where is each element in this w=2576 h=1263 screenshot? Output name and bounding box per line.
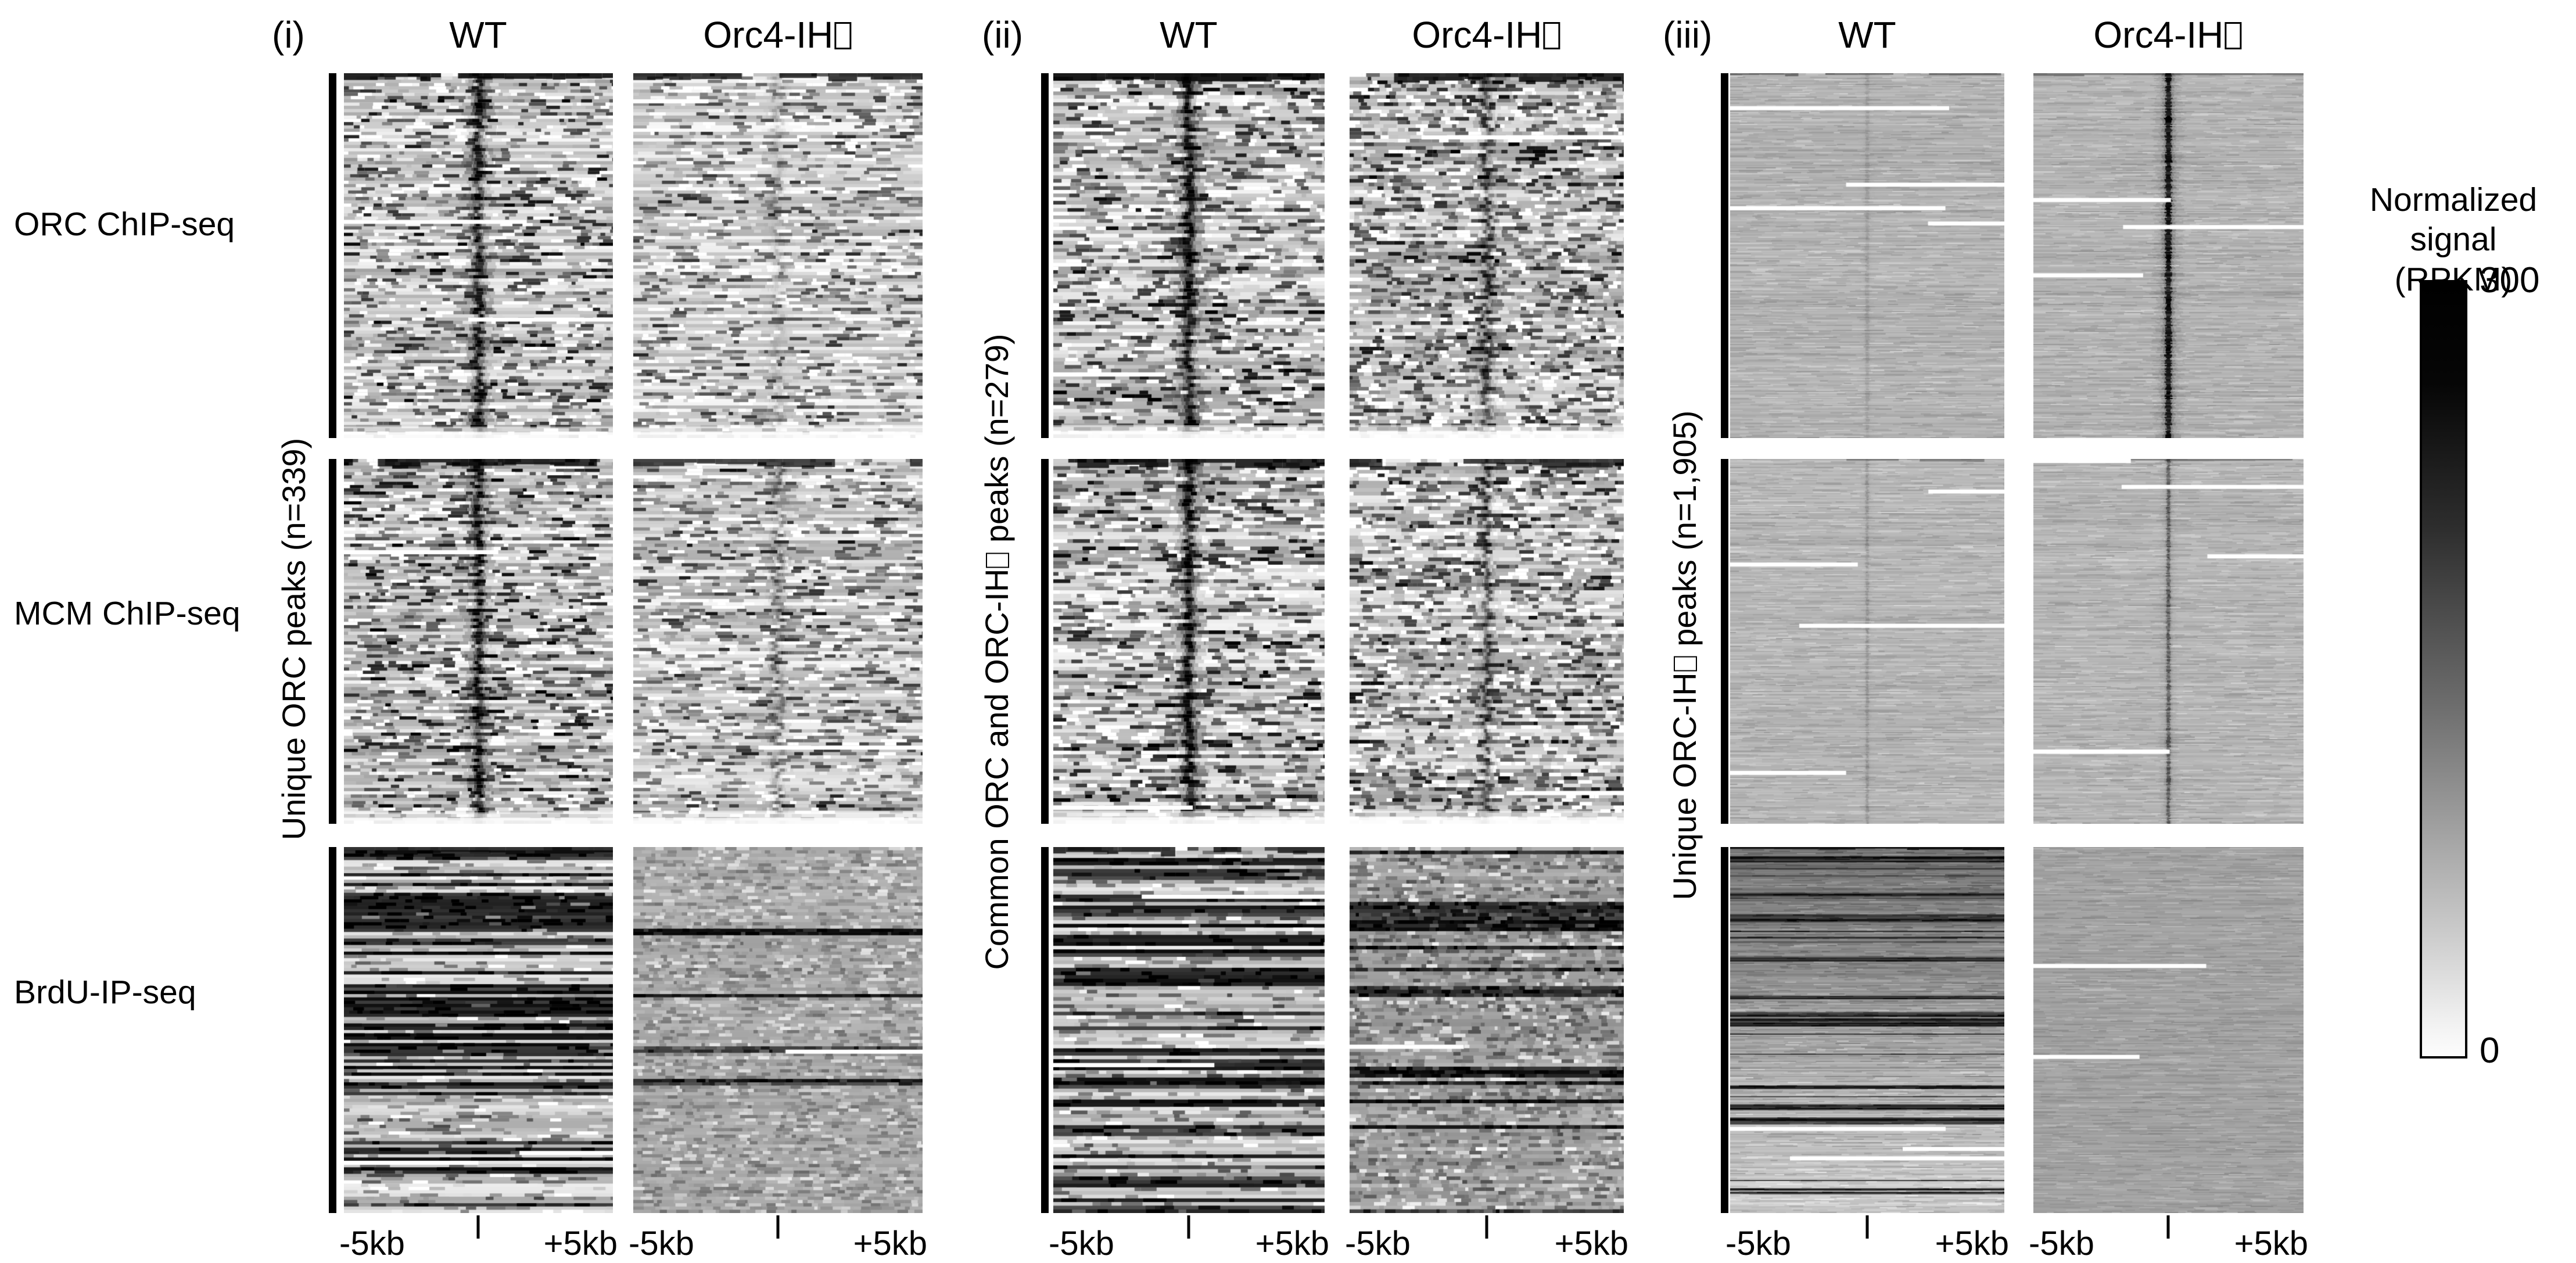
- panel-iii-group-label: Unique ORC-IH peaks (n=1,905): [1666, 410, 1703, 900]
- x-left-label: -5kb: [1725, 1225, 1791, 1262]
- row-extent-bar: [329, 459, 336, 824]
- x-left-label: -5kb: [1049, 1225, 1114, 1262]
- center-tick: [776, 1215, 780, 1239]
- center-tick: [1187, 1215, 1190, 1239]
- row-extent-bar: [329, 73, 336, 438]
- heatmap-i-mcm-wt: [344, 459, 613, 824]
- row-extent-bar: [1041, 847, 1049, 1213]
- panel-iii-col-mut-header: Orc4-IH: [2093, 16, 2243, 53]
- panel-ii-index: (ii): [982, 14, 1024, 56]
- x-left-label: -5kb: [2029, 1225, 2094, 1262]
- row-extent-bar: [1721, 459, 1728, 824]
- row-extent-bar: [1041, 459, 1049, 824]
- heatmap-iii-mcm-wt: [1730, 459, 2004, 824]
- panel-i-group-label: Unique ORC peaks (n=339): [275, 437, 312, 841]
- center-tick: [476, 1215, 480, 1239]
- assay-label-mcm-chip-seq: MCM ChIP-seq: [14, 595, 241, 632]
- x-right-label: +5kb: [1255, 1225, 1329, 1262]
- colorbar-title-line1: Normalized signal: [2369, 181, 2538, 259]
- colorbar-title: Normalized signal (RPKM): [2331, 180, 2576, 299]
- center-tick: [2166, 1215, 2170, 1239]
- heatmap-iii-brdu-mut: [2033, 847, 2304, 1213]
- heatmap-i-brdu-mut: [633, 847, 923, 1213]
- panel-iii-col-wt-header: WT: [1838, 14, 1896, 56]
- heatmap-i-orc-wt: [344, 73, 613, 438]
- heatmap-iii-orc-mut: [2033, 73, 2304, 438]
- x-left-label: -5kb: [629, 1225, 694, 1262]
- x-right-label: +5kb: [853, 1225, 927, 1262]
- assay-label-orc-chip-seq: ORC ChIP-seq: [14, 206, 235, 243]
- heatmap-iii-brdu-wt: [1730, 847, 2004, 1213]
- assay-label-brdu-ip-seq: BrdU-IP-seq: [14, 974, 196, 1011]
- row-extent-bar: [329, 847, 336, 1213]
- panel-i-index: (i): [272, 14, 305, 56]
- heatmap-ii-brdu-mut: [1350, 847, 1624, 1213]
- x-right-label: +5kb: [543, 1225, 618, 1262]
- row-extent-bar: [1041, 73, 1049, 438]
- panel-ii-col-mut-header: Orc4-IH: [1412, 16, 1561, 53]
- x-right-label: +5kb: [1554, 1225, 1628, 1262]
- panel-iii-index: (iii): [1663, 14, 1713, 56]
- heatmap-ii-orc-wt: [1053, 73, 1325, 438]
- x-right-label: +5kb: [2234, 1225, 2308, 1262]
- colorbar-gradient: [2420, 280, 2467, 1059]
- center-tick: [1485, 1215, 1488, 1239]
- x-right-label: +5kb: [1935, 1225, 2009, 1262]
- panel-ii-group-label: Common ORC and ORC-IH peaks (n=279): [978, 333, 1015, 970]
- heatmap-iii-orc-wt: [1730, 73, 2004, 438]
- heatmap-ii-mcm-wt: [1053, 459, 1325, 824]
- heatmap-ii-orc-mut: [1350, 73, 1624, 438]
- row-extent-bar: [1721, 847, 1728, 1213]
- x-left-label: -5kb: [1345, 1225, 1411, 1262]
- heatmap-i-mcm-mut: [633, 459, 923, 824]
- heatmap-i-orc-mut: [633, 73, 923, 438]
- panel-i-col-wt-header: WT: [449, 14, 507, 56]
- center-tick: [1865, 1215, 1869, 1239]
- heatmap-ii-mcm-mut: [1350, 459, 1624, 824]
- colorbar-max-label: 300: [2480, 260, 2540, 300]
- panel-ii-col-wt-header: WT: [1160, 14, 1218, 56]
- x-left-label: -5kb: [339, 1225, 405, 1262]
- heatmap-i-brdu-wt: [344, 847, 613, 1213]
- panel-i-col-mut-header: Orc4-IH: [703, 16, 852, 53]
- heatmap-iii-mcm-mut: [2033, 459, 2304, 824]
- colorbar-min-label: 0: [2480, 1031, 2500, 1071]
- row-extent-bar: [1721, 73, 1728, 438]
- heatmap-ii-brdu-wt: [1053, 847, 1325, 1213]
